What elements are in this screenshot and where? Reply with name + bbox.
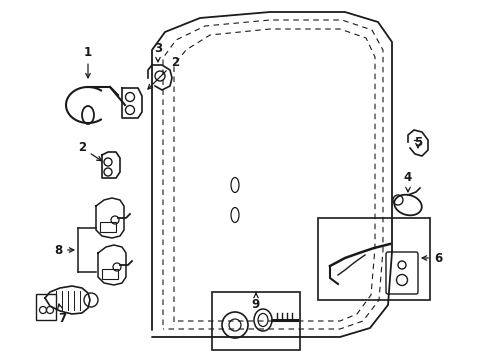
Text: 9: 9 [251, 293, 260, 311]
Text: 7: 7 [58, 304, 66, 324]
Text: 4: 4 [403, 171, 411, 192]
Bar [317, 218, 429, 300]
Text: 2: 2 [78, 141, 102, 161]
Bar [212, 292, 299, 350]
Bar [36, 294, 56, 320]
Bar [102, 269, 118, 279]
Bar [100, 222, 116, 232]
Text: 1: 1 [84, 45, 92, 78]
Text: 3: 3 [154, 41, 162, 62]
Text: 6: 6 [421, 252, 441, 265]
Text: 8: 8 [54, 243, 74, 256]
Text: 5: 5 [413, 136, 421, 149]
Text: 2: 2 [148, 55, 179, 89]
